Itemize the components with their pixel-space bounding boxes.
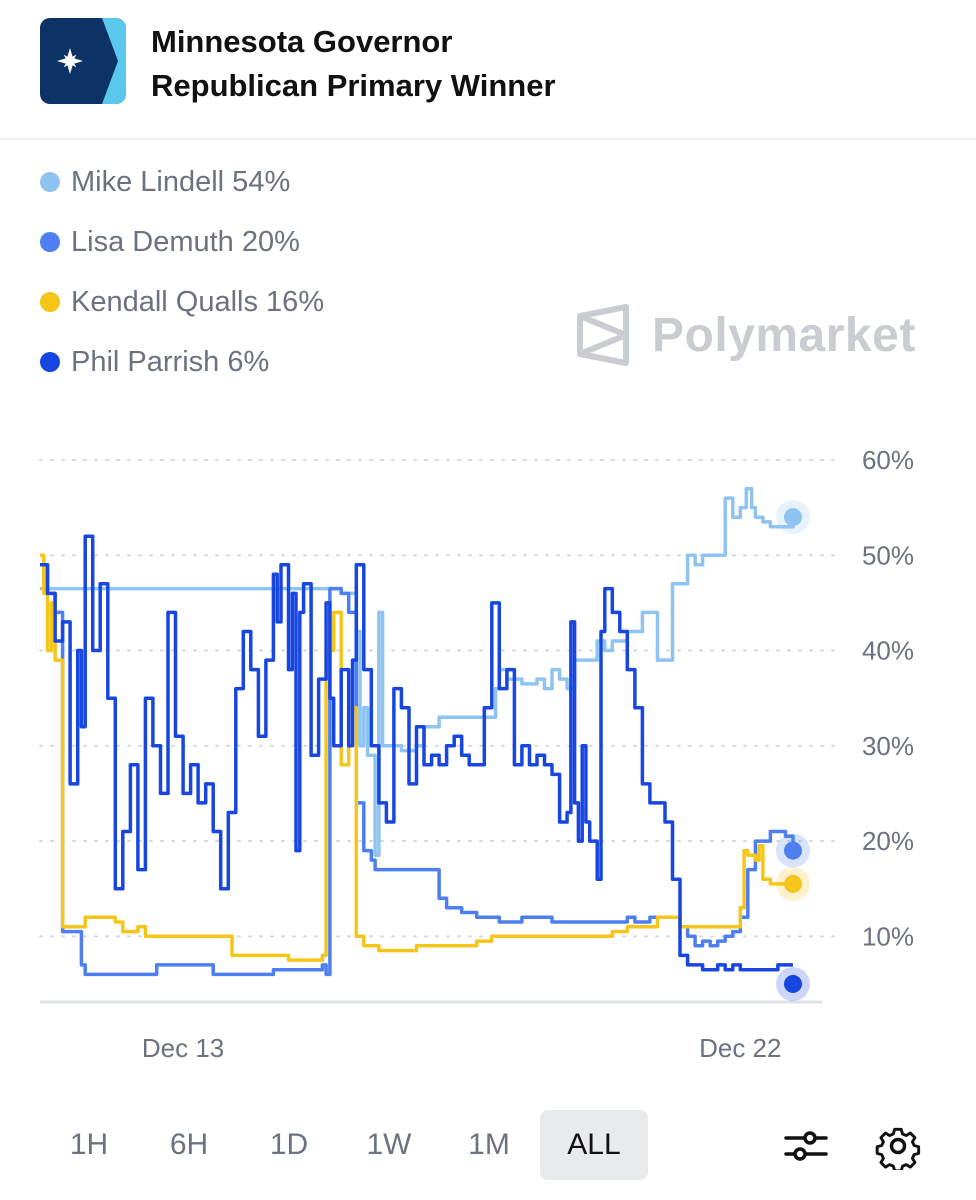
x-tick-label: Dec 22 [699, 1033, 781, 1063]
price-history-chart[interactable]: 60% 50% 40% 30% 20% 10% Dec 13 Dec 22 [0, 0, 976, 1100]
polymarket-logo-icon [577, 304, 629, 366]
y-tick-label: 10% [862, 921, 914, 951]
chart-ticks: 60% 50% 40% 30% 20% 10% Dec 13 Dec 22 [142, 445, 914, 1063]
end-marker-dot [784, 508, 802, 527]
time-range-selector: 1H 6H 1D 1W 1M ALL [40, 1110, 650, 1180]
chart-end-markers [776, 500, 810, 1001]
legend-dot [40, 352, 60, 372]
end-marker-dot [784, 874, 802, 893]
legend-item-demuth: Lisa Demuth 20% [40, 212, 324, 272]
chart-grid [39, 459, 836, 1004]
star-flag-icon [40, 18, 126, 104]
y-tick-label: 20% [862, 826, 914, 856]
gear-icon[interactable] [874, 1122, 922, 1173]
market-title: Minnesota Governor Republican Primary Wi… [151, 20, 556, 108]
market-header: Minnesota Governor Republican Primary Wi… [0, 0, 976, 140]
legend-label: Mike Lindell 54% [71, 165, 291, 198]
chart-legend: Mike Lindell 54% Lisa Demuth 20% Kendall… [40, 152, 324, 392]
series-line-phil-parrish [40, 534, 793, 972]
range-button-1m[interactable]: 1M [468, 1128, 510, 1161]
range-button-6h[interactable]: 6H [169, 1128, 209, 1161]
watermark-text: Polymarket [652, 308, 916, 362]
end-marker-dot [784, 841, 802, 860]
title-line-1: Minnesota Governor [151, 24, 453, 59]
title-line-2: Republican Primary Winner [151, 68, 556, 103]
legend-item-lindell: Mike Lindell 54% [40, 152, 324, 212]
series-line-mike-lindell [40, 486, 795, 858]
polymarket-watermark: Polymarket [576, 304, 916, 366]
x-tick-label: Dec 13 [142, 1033, 224, 1063]
y-tick-label: 40% [862, 636, 914, 666]
end-marker-dot [784, 974, 802, 993]
series-line-lisa-demuth [40, 563, 795, 977]
sliders-icon[interactable] [782, 1122, 830, 1170]
legend-label: Lisa Demuth 20% [71, 225, 300, 258]
range-button-all[interactable]: ALL [540, 1110, 648, 1180]
range-button-1w[interactable]: 1W [366, 1128, 412, 1161]
range-button-1d[interactable]: 1D [269, 1128, 309, 1161]
range-button-1h[interactable]: 1H [69, 1128, 109, 1161]
y-tick-label: 60% [862, 445, 914, 475]
legend-dot [40, 232, 60, 252]
y-tick-label: 30% [862, 731, 914, 761]
chart-series [40, 486, 795, 977]
legend-label: Kendall Qualls 16% [71, 285, 325, 318]
series-line-kendall-qualls [40, 553, 793, 962]
legend-dot [40, 172, 60, 192]
legend-dot [40, 292, 60, 312]
legend-item-qualls: Kendall Qualls 16% [40, 272, 324, 332]
legend-label: Phil Parrish 6% [71, 345, 270, 378]
legend-item-parrish: Phil Parrish 6% [40, 332, 324, 392]
y-tick-label: 50% [862, 540, 914, 570]
